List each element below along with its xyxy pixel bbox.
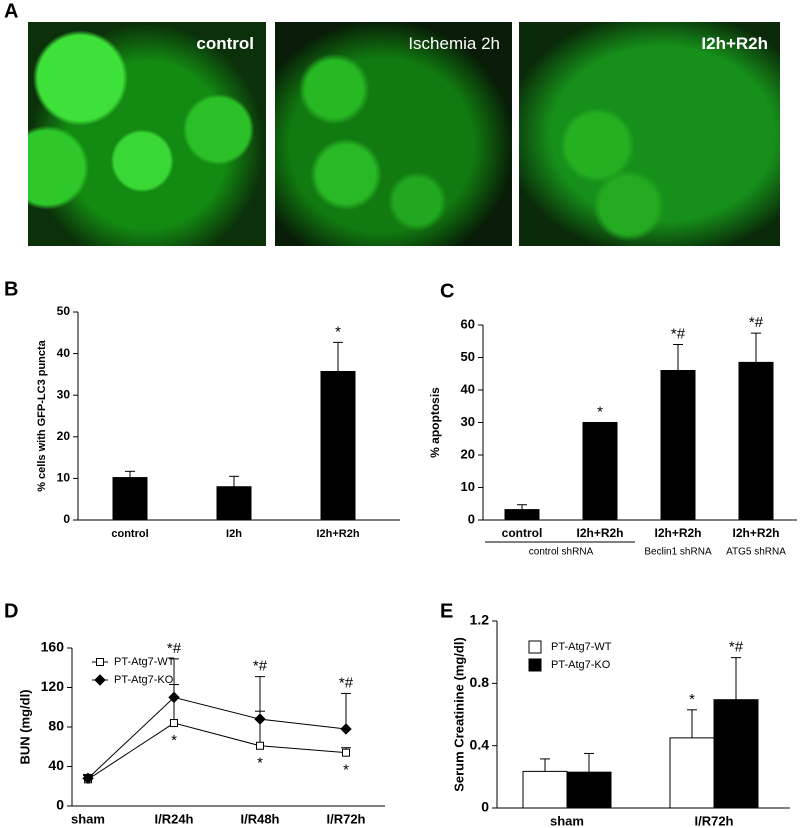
significance-note: * (171, 732, 177, 749)
y-tick-label: 1.2 (470, 612, 490, 628)
point (168, 691, 180, 704)
bar (566, 771, 612, 809)
point (256, 741, 264, 750)
significance-note: * (335, 323, 341, 340)
y-tick-label: 0.8 (470, 674, 490, 690)
bar (738, 361, 774, 521)
y-tick-label: 0.4 (470, 736, 490, 752)
significance-note: *# (729, 639, 744, 656)
line (87, 696, 347, 779)
significance-note: *# (671, 325, 686, 342)
panel-letter: E (440, 600, 453, 622)
legend-label: PT-Atg7-KO (551, 659, 611, 671)
y-tick-label: 120 (41, 678, 65, 694)
y-tick-label: 60 (461, 316, 475, 331)
y-tick-label: 20 (461, 446, 475, 461)
y-axis-label: % apoptosis (428, 387, 442, 458)
x-tick-label: control (111, 528, 148, 540)
image-caption: I2h+R2h (701, 34, 768, 53)
bar (660, 370, 696, 521)
y-tick-label: 40 (461, 381, 475, 396)
group-label: Beclin1 shRNA (644, 547, 712, 558)
image-caption: Ischemia 2h (408, 34, 500, 53)
legend-label: PT-Atg7-KO (114, 674, 174, 686)
bar (522, 770, 568, 809)
point (340, 723, 352, 735)
point (170, 719, 178, 728)
image-caption: control (196, 34, 254, 53)
bar (504, 509, 540, 521)
group-label: control shRNA (529, 547, 594, 558)
y-tick-label: 50 (461, 349, 475, 364)
bar (713, 699, 759, 809)
legend-swatch (528, 658, 542, 672)
bar (582, 422, 618, 521)
y-tick-label: 30 (57, 387, 71, 401)
significance-note: * (689, 691, 695, 708)
micrograph: control (28, 22, 266, 246)
bar (320, 370, 356, 521)
significance-note: *# (167, 640, 182, 657)
legend-label: PT-Atg7-WT (114, 656, 175, 668)
point (254, 713, 266, 725)
x-tick-label: sham (71, 811, 105, 826)
bar (669, 737, 715, 809)
y-tick-label: 50 (57, 304, 71, 318)
point (342, 748, 350, 757)
y-tick-label: 0 (481, 799, 489, 815)
y-tick-label: 10 (57, 471, 71, 485)
significance-note: *# (253, 658, 268, 675)
y-tick-label: 40 (57, 346, 71, 360)
x-tick-label: I/R48h (240, 811, 279, 826)
bar (112, 477, 148, 521)
micrograph: Ischemia 2h (275, 22, 512, 246)
panel-letter: B (4, 278, 18, 300)
significance-note: * (597, 403, 603, 420)
x-tick-label: I2h+R2h (732, 526, 779, 540)
y-tick-label: 10 (461, 479, 475, 494)
panel-letter: C (440, 280, 454, 302)
x-tick-label: sham (550, 813, 584, 828)
y-tick-label: 160 (41, 639, 65, 655)
panel-letter: D (4, 600, 18, 622)
y-tick-label: 0 (468, 511, 475, 526)
significance-note: *# (749, 314, 764, 331)
group-label: ATG5 shRNA (726, 547, 786, 558)
y-tick-label: 30 (461, 414, 475, 429)
y-axis-label: % cells with GFP-LC3 puncta (36, 339, 48, 491)
legend-marker (94, 674, 106, 686)
panel-letter: A (4, 0, 18, 22)
significance-note: * (343, 762, 349, 779)
x-tick-label: I2h+R2h (576, 526, 623, 540)
x-tick-label: I/R72h (694, 813, 733, 828)
legend-swatch (528, 640, 542, 654)
micrograph: I2h+R2h (519, 22, 780, 246)
x-tick-label: control (502, 526, 543, 540)
y-axis-label: Serum Creatinine (mg/dl) (451, 637, 466, 792)
significance-note: * (257, 755, 263, 772)
y-tick-label: 80 (48, 718, 64, 734)
y-axis-label: BUN (mg/dl) (17, 689, 32, 764)
y-tick-label: 0 (63, 512, 70, 526)
y-tick-label: 40 (48, 757, 64, 773)
x-tick-label: I/R24h (154, 811, 193, 826)
x-tick-label: I2h+R2h (316, 528, 359, 540)
y-tick-label: 0 (56, 797, 64, 813)
y-tick-label: 20 (57, 429, 71, 443)
legend-marker (96, 658, 104, 666)
x-tick-label: I2h (226, 528, 242, 540)
point (82, 772, 94, 785)
legend-label: PT-Atg7-WT (551, 641, 612, 653)
x-tick-label: I2h+R2h (654, 526, 701, 540)
bar (216, 486, 252, 521)
line (87, 722, 347, 780)
significance-note: *# (339, 674, 354, 691)
x-tick-label: I/R72h (326, 811, 365, 826)
